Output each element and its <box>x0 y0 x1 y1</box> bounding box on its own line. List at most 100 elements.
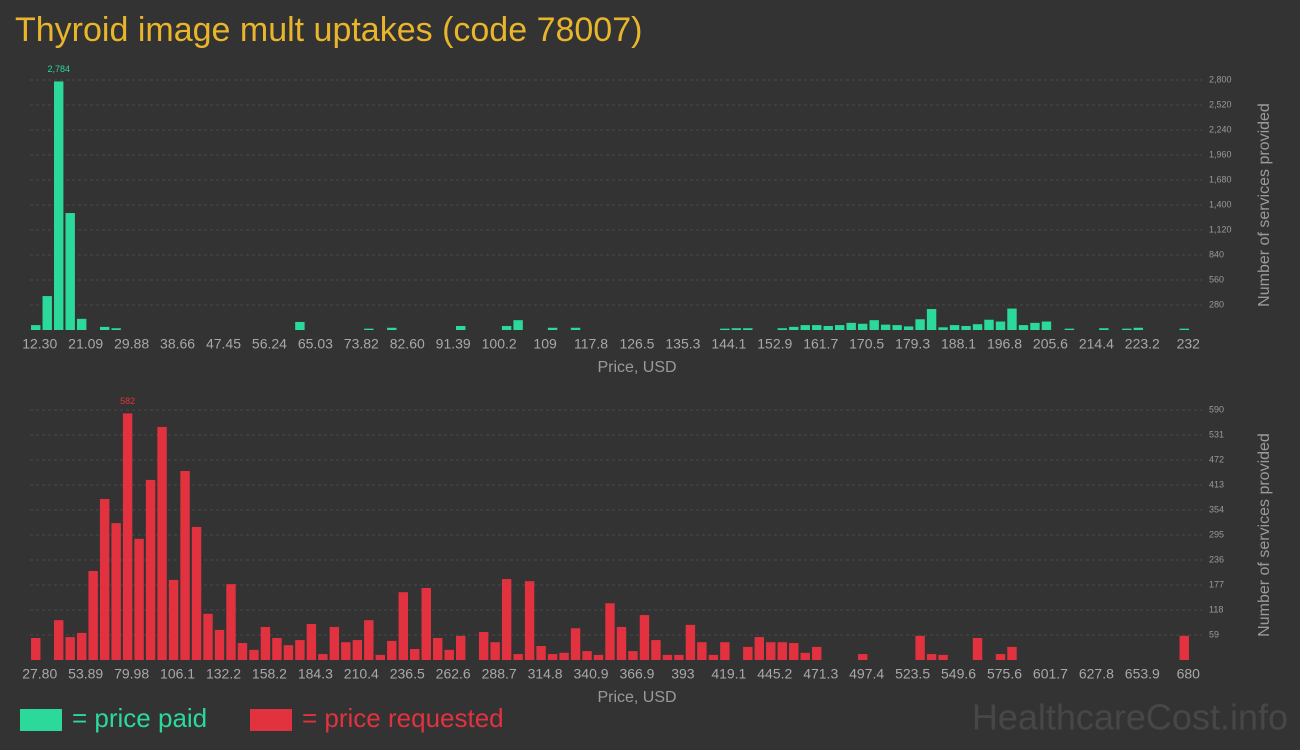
x-tick-label: 601.7 <box>1033 666 1068 682</box>
bar <box>490 642 500 660</box>
y-axis-title: Number of services provided <box>1256 103 1273 307</box>
bar <box>582 651 592 660</box>
x-tick-label: 65.03 <box>298 336 333 352</box>
bar <box>731 328 742 330</box>
x-tick-label: 262.6 <box>436 666 471 682</box>
bar <box>1041 321 1052 330</box>
bar <box>720 328 730 330</box>
x-tick-label: 38.66 <box>160 336 195 352</box>
x-tick-label: 106.1 <box>160 666 195 682</box>
bar <box>685 624 696 660</box>
x-tick-label: 523.5 <box>895 666 930 682</box>
x-tick-label: 288.7 <box>482 666 517 682</box>
bar <box>99 326 110 330</box>
x-tick-label: 179.3 <box>895 336 930 352</box>
bar <box>616 626 627 660</box>
bar <box>972 324 983 330</box>
bar <box>915 635 925 660</box>
bar <box>375 654 386 660</box>
x-tick-label: 29.88 <box>114 336 149 352</box>
bar <box>260 626 271 660</box>
chart-title: Thyroid image mult uptakes (code 78007) <box>15 11 642 49</box>
y-tick-label: 1,120 <box>1209 224 1232 234</box>
bar <box>662 654 673 660</box>
x-tick-label: 170.5 <box>849 336 884 352</box>
x-tick-label: 100.2 <box>482 336 517 352</box>
bar <box>478 632 489 660</box>
bar <box>272 637 282 660</box>
x-tick-label: 184.3 <box>298 666 333 682</box>
x-tick-label: 109 <box>533 336 557 352</box>
bar <box>513 654 523 660</box>
x-tick-label: 158.2 <box>252 666 287 682</box>
bar <box>513 320 523 330</box>
bar <box>122 413 133 660</box>
y-tick-label: 236 <box>1209 554 1224 564</box>
y-tick-label: 2,800 <box>1209 74 1232 84</box>
bar <box>283 645 294 660</box>
bar <box>800 325 810 330</box>
y-tick-label: 2,520 <box>1209 99 1232 109</box>
bar <box>984 319 994 330</box>
bar <box>857 323 868 330</box>
x-tick-label: 471.3 <box>803 666 838 682</box>
bar <box>31 637 41 660</box>
bar <box>823 325 833 330</box>
y-tick-label: 531 <box>1209 429 1224 439</box>
bar <box>157 426 167 660</box>
x-tick-label: 680 <box>1177 666 1201 682</box>
y-tick-label: 354 <box>1209 504 1224 514</box>
x-tick-label: 161.7 <box>803 336 838 352</box>
x-tick-label: 132.2 <box>206 666 241 682</box>
bar <box>961 325 971 330</box>
bar <box>547 654 558 660</box>
bar <box>295 321 305 330</box>
bar <box>743 646 753 660</box>
y-tick-label: 118 <box>1209 604 1223 614</box>
bar <box>433 637 443 660</box>
bar <box>938 654 948 660</box>
bar <box>892 325 902 330</box>
bar <box>191 526 202 660</box>
bar <box>145 479 156 660</box>
bar <box>237 643 248 660</box>
x-tick-label: 135.3 <box>665 336 700 352</box>
x-tick-label: 210.4 <box>344 666 379 682</box>
bar <box>880 324 891 330</box>
x-tick-label: 79.98 <box>114 666 149 682</box>
bar <box>915 319 925 330</box>
legend-label: = price paid <box>72 703 207 733</box>
x-axis-title: Price, USD <box>597 689 676 706</box>
bar <box>1122 328 1132 330</box>
bar <box>570 327 581 330</box>
y-tick-label: 560 <box>1209 274 1224 284</box>
bar <box>398 592 408 660</box>
bar <box>743 328 753 330</box>
x-tick-label: 393 <box>671 666 695 682</box>
x-tick-label: 223.2 <box>1125 336 1160 352</box>
x-tick-label: 549.6 <box>941 666 976 682</box>
watermark: HealthcareCost.info <box>972 697 1288 738</box>
bar <box>111 328 121 330</box>
y-tick-label: 1,680 <box>1209 174 1232 184</box>
bar <box>777 328 787 330</box>
legend-label: = price requested <box>302 703 504 733</box>
bar <box>800 652 810 660</box>
bar <box>180 471 190 660</box>
x-tick-label: 12.30 <box>22 336 57 352</box>
bar <box>536 646 546 660</box>
bar <box>1018 325 1029 330</box>
bar <box>593 654 604 660</box>
bar <box>605 603 615 660</box>
bar <box>559 652 569 660</box>
bar <box>111 523 121 660</box>
bar <box>341 642 351 660</box>
x-tick-label: 27.80 <box>22 666 57 682</box>
x-tick-label: 419.1 <box>711 666 746 682</box>
bar <box>1007 308 1017 330</box>
bar <box>214 629 225 660</box>
bar <box>708 654 719 660</box>
bar <box>570 628 581 660</box>
bar <box>547 327 558 330</box>
